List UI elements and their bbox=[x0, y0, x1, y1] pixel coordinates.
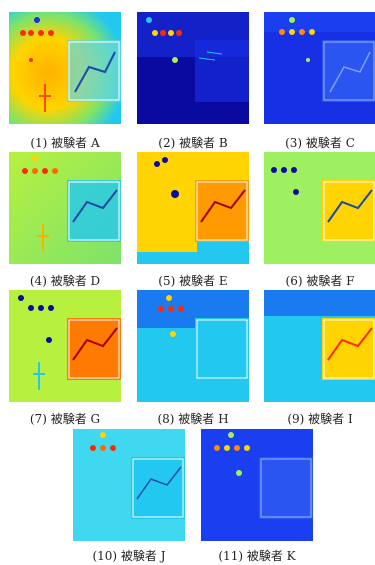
panel-caption: (9) 被験者 I bbox=[287, 412, 353, 426]
panel-caption: (5) 被験者 E bbox=[158, 274, 228, 288]
heatmap-panel-1 bbox=[9, 12, 121, 124]
heatmap-panel-7 bbox=[9, 290, 121, 402]
panel-caption: (4) 被験者 D bbox=[29, 274, 101, 288]
heatmap-panel-6 bbox=[264, 152, 375, 264]
heatmap-image bbox=[73, 429, 185, 541]
panel-caption: (11) 被験者 K bbox=[218, 549, 296, 563]
panel-caption: (6) 被験者 F bbox=[285, 274, 355, 288]
panel-caption: (3) 被験者 C bbox=[285, 136, 355, 150]
panel-caption: (2) 被験者 B bbox=[158, 136, 228, 150]
heatmap-panel-5 bbox=[137, 152, 249, 264]
heatmap-image bbox=[264, 290, 375, 402]
heatmap-image bbox=[9, 12, 121, 124]
heatmap-panel-3 bbox=[264, 12, 375, 124]
panel-caption: (1) 被験者 A bbox=[30, 136, 100, 150]
heatmap-panel-9 bbox=[264, 290, 375, 402]
heatmap-image bbox=[137, 152, 249, 264]
heatmap-image bbox=[264, 12, 375, 124]
heatmap-image bbox=[137, 12, 249, 124]
heatmap-image bbox=[264, 152, 375, 264]
heatmap-panel-8 bbox=[137, 290, 249, 402]
heatmap-image bbox=[9, 152, 121, 264]
heatmap-panel-10 bbox=[73, 429, 185, 541]
panel-caption: (7) 被験者 G bbox=[29, 412, 101, 426]
heatmap-image bbox=[201, 429, 313, 541]
panel-caption: (8) 被験者 H bbox=[157, 412, 229, 426]
heatmap-panel-4 bbox=[9, 152, 121, 264]
heatmap-panel-2 bbox=[137, 12, 249, 124]
heatmap-image bbox=[9, 290, 121, 402]
heatmap-image bbox=[137, 290, 249, 402]
panel-caption: (10) 被験者 J bbox=[92, 549, 166, 563]
heatmap-panel-11 bbox=[201, 429, 313, 541]
